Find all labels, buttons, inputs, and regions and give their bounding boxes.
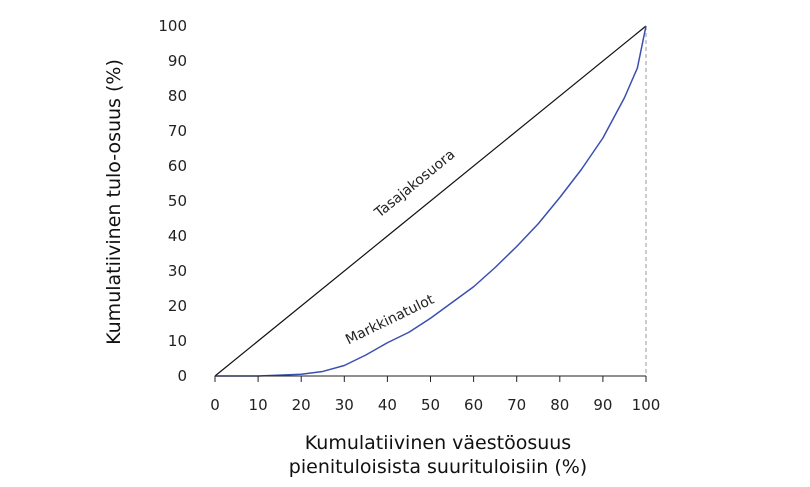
annotation-1: Markkinatulot (343, 291, 437, 348)
x-axis-title-line-1: Kumulatiivinen väestöosuus (305, 432, 571, 454)
y-tick-label: 10 (168, 332, 187, 350)
y-tick-label: 90 (168, 52, 187, 70)
x-tick-label: 50 (421, 396, 440, 414)
series-line-1 (215, 25, 647, 377)
y-axis-title: Kumulatiivinen tulo-osuus (%) (103, 59, 125, 345)
y-tick-label: 30 (168, 262, 187, 280)
x-tick-label: 30 (335, 396, 354, 414)
x-tick-label: 0 (210, 396, 220, 414)
x-tick-label: 10 (249, 396, 268, 414)
y-tick-label: 40 (168, 227, 187, 245)
x-tick-label: 40 (378, 396, 397, 414)
y-tick-label: 20 (168, 297, 187, 315)
x-tick-label: 70 (507, 396, 526, 414)
y-tick-label: 60 (168, 157, 187, 175)
x-tick-label: 60 (464, 396, 483, 414)
y-tick-label: 100 (158, 17, 187, 35)
y-tick-label: 80 (168, 87, 187, 105)
x-axis-title-line-2: pienituloisista suurituloisiin (%) (289, 456, 587, 478)
x-tick-label: 90 (593, 396, 612, 414)
x-tick-label: 100 (632, 396, 661, 414)
annotation-0: Tasajakosuora (371, 147, 458, 222)
series-line-0 (214, 25, 647, 377)
x-tick-label: 80 (550, 396, 569, 414)
y-tick-label: 50 (168, 192, 187, 210)
y-tick-label: 0 (177, 367, 187, 385)
x-tick-label: 20 (292, 396, 311, 414)
y-tick-label: 70 (168, 122, 187, 140)
